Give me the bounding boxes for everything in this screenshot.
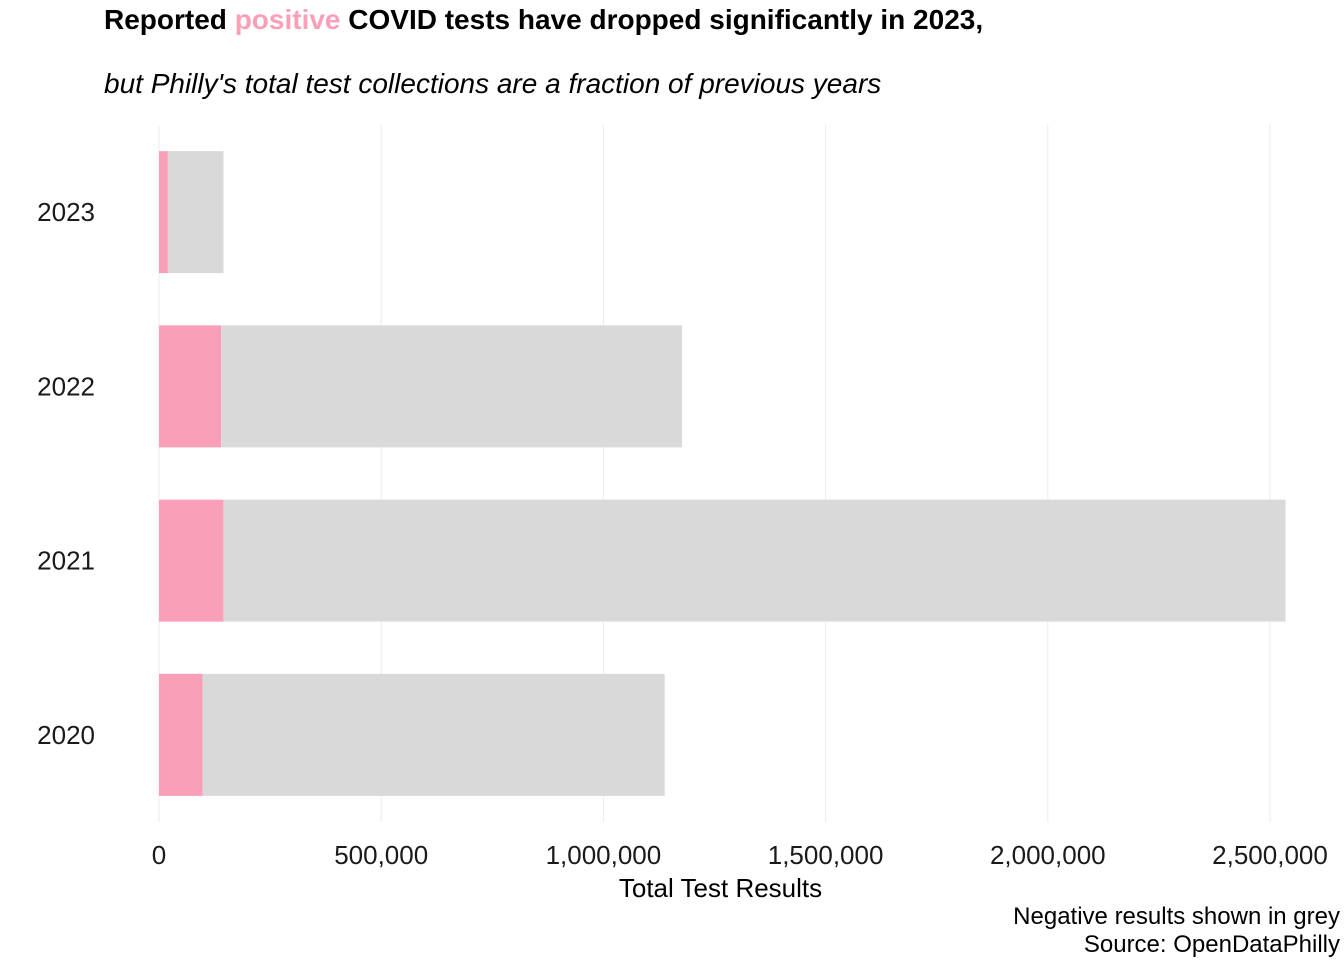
- y-tick-label-2022: 2022: [37, 371, 95, 401]
- x-tick-label-4: 2,000,000: [990, 840, 1106, 870]
- caption-note: Negative results shown in grey: [1013, 903, 1340, 930]
- bar-2021-segment-0: [159, 499, 224, 622]
- x-tick-label-5: 2,500,000: [1212, 840, 1328, 870]
- title-suffix: COVID tests have dropped significantly i…: [340, 4, 984, 35]
- chart-title: Reported positive COVID tests have dropp…: [104, 4, 983, 36]
- x-tick-label-2: 1,000,000: [546, 840, 662, 870]
- y-tick-label-2021: 2021: [37, 546, 95, 576]
- bar-2023-segment-1: [167, 151, 224, 274]
- chart-caption: Negative results shown in grey Source: O…: [1013, 903, 1340, 959]
- y-tick-label-2023: 2023: [37, 197, 95, 227]
- x-tick-label-3: 1,500,000: [768, 840, 884, 870]
- x-tick-label-1: 500,000: [334, 840, 428, 870]
- bar-2023-segment-0: [159, 151, 168, 274]
- bar-2020-segment-1: [202, 673, 665, 796]
- bar-2021-segment-1: [223, 499, 1286, 622]
- chart-subtitle: but Philly's total test collections are …: [104, 68, 882, 99]
- x-axis-label: Total Test Results: [619, 873, 822, 903]
- title-highlight-positive: positive: [234, 4, 341, 35]
- caption-source: Source: OpenDataPhilly: [1083, 931, 1340, 958]
- y-tick-label-2020: 2020: [37, 720, 95, 750]
- bar-2020-segment-0: [159, 673, 203, 796]
- bar-2022-segment-0: [159, 325, 222, 448]
- bar-2022-segment-1: [221, 325, 683, 448]
- x-tick-label-0: 0: [152, 840, 166, 870]
- title-prefix: Reported: [104, 4, 235, 35]
